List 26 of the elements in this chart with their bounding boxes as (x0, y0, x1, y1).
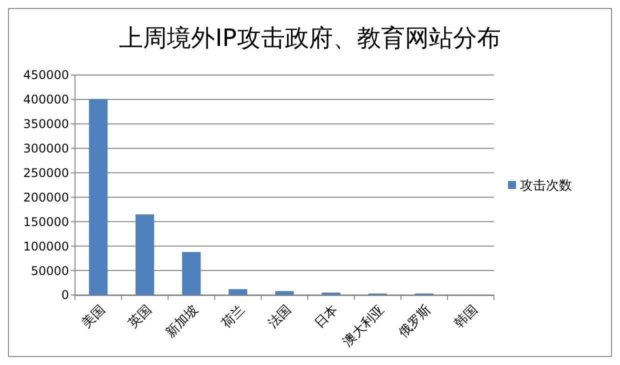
x-tick-label: 荷兰 (219, 302, 248, 332)
y-tick-label: 400000 (23, 92, 69, 107)
chart-title: 上周境外IP攻击政府、教育网站分布 (119, 24, 501, 52)
x-tick-label: 新加坡 (163, 302, 202, 341)
y-tick-label: 100000 (23, 239, 69, 254)
y-tick-label: 250000 (23, 166, 69, 180)
y-tick-label: 300000 (23, 142, 69, 156)
x-tick-label: 俄罗斯 (396, 302, 434, 341)
bar (136, 214, 154, 295)
y-tick-label: 350000 (23, 117, 69, 132)
x-tick-label: 法国 (266, 302, 295, 332)
bar (228, 289, 248, 295)
x-tick-label: 澳大利亚 (340, 302, 388, 350)
bar (88, 98, 108, 295)
y-tick-label: 200000 (23, 190, 69, 204)
y-tick-label: 450000 (23, 68, 69, 82)
x-tick-label: 英国 (126, 302, 155, 332)
bar (182, 252, 201, 295)
y-tick-label: 0 (61, 288, 69, 302)
x-tick-label: 美国 (78, 302, 108, 332)
bar (275, 291, 294, 295)
y-tick-label: 50000 (30, 264, 69, 278)
x-tick-label: 韩国 (452, 302, 481, 332)
legend-label: 攻击次数 (520, 178, 572, 194)
x-tick-label: 日本 (312, 302, 342, 332)
y-tick-label: 150000 (23, 214, 69, 229)
